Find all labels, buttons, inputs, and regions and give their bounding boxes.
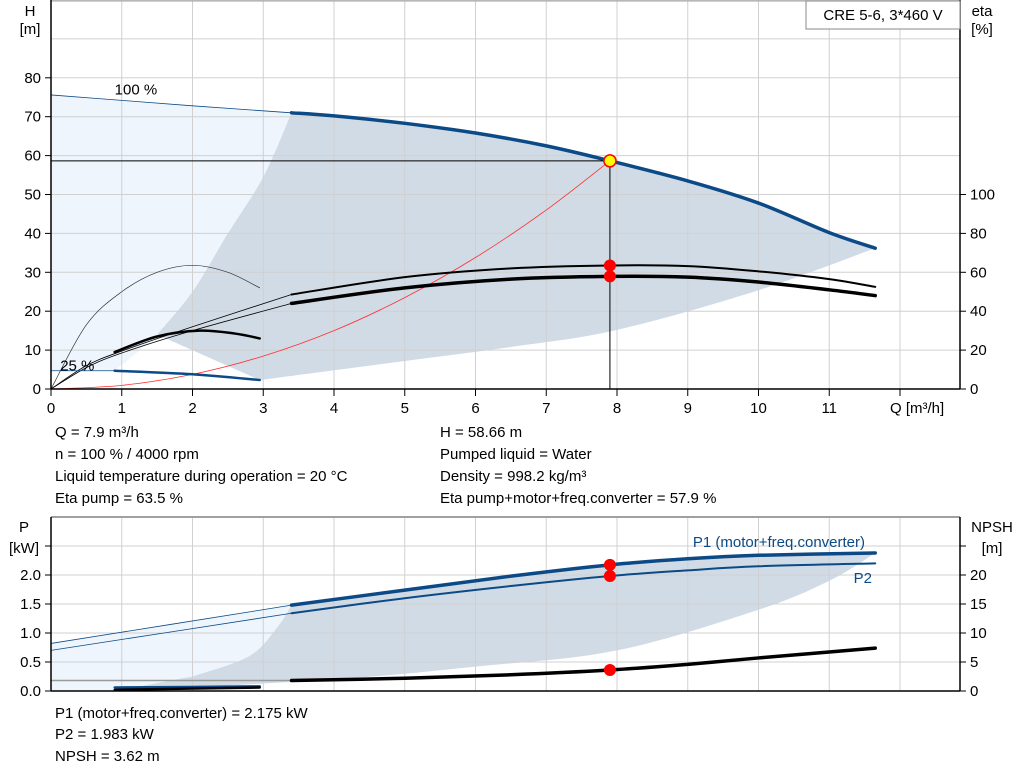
y-tick-label-left: 2.0 [20, 567, 41, 584]
x-tick-label: 8 [613, 400, 621, 417]
eta-duty-point [603, 259, 616, 272]
info-p1: P1 (motor+freq.converter) = 2.175 kW [55, 705, 308, 722]
y-tick-label-left: 80 [24, 70, 41, 87]
p1-thin-curve [50, 604, 292, 644]
x-tick-label: 7 [542, 400, 550, 417]
y-tick-label-right: 10 [970, 625, 987, 642]
eta-pump-curve [290, 264, 877, 296]
y-axis-label-left: P [19, 519, 29, 536]
p2-thin-curve [50, 612, 292, 651]
info-eta-total: Eta pump+motor+freq.converter = 57.9 % [440, 490, 717, 507]
y-axis-unit-right: [%] [971, 21, 993, 38]
y-axis-unit-left: [m] [20, 21, 41, 38]
x-tick-label: 1 [118, 400, 126, 417]
npsh-25-curve [113, 686, 261, 692]
x-tick-label: 2 [188, 400, 196, 417]
y-axis-label-right: eta [972, 3, 994, 20]
light-operating-area [51, 94, 292, 371]
x-tick-label: 4 [330, 400, 338, 417]
system-curve [50, 160, 611, 390]
info-speed: n = 100 % / 4000 rpm [55, 446, 199, 463]
eta-pump-25-curve [50, 264, 261, 390]
y-axis-label-right: NPSH [971, 519, 1013, 536]
x-tick-label: 6 [471, 400, 479, 417]
info-p2: P2 = 1.983 kW [55, 726, 154, 743]
p1-series-label: P1 (motor+freq.converter) [693, 534, 865, 551]
y-tick-label-left: 10 [24, 342, 41, 359]
y-tick-label-left: 1.5 [20, 596, 41, 613]
y-tick-label-left: 0.5 [20, 654, 41, 671]
duty-point [603, 154, 617, 168]
title-box [805, 0, 961, 30]
head-25-curve [113, 369, 261, 382]
x-tick-label: 3 [259, 400, 267, 417]
y-tick-label-left: 70 [24, 109, 41, 126]
info-eta-pump: Eta pump = 63.5 % [55, 490, 183, 507]
eta-duty-point [603, 270, 616, 283]
npsh-duty-point [603, 664, 616, 677]
y-tick-label-right: 15 [970, 596, 987, 613]
y-tick-label-left: 50 [24, 187, 41, 204]
y-tick-label-left: 60 [24, 148, 41, 165]
head-100-curve [289, 111, 877, 250]
x-tick-label: 9 [684, 400, 692, 417]
info-density: Density = 998.2 kg/m³ [440, 468, 587, 485]
speed-label: 25 % [60, 358, 94, 375]
y-tick-label-right: 100 [970, 187, 995, 204]
x-tick-label: 0 [47, 400, 55, 417]
y-tick-label-right: 20 [970, 342, 987, 359]
x-tick-label: 11 [821, 400, 837, 417]
p2-series-label: P2 [854, 570, 872, 587]
dark-operating-area [157, 112, 876, 381]
eta-total-25-curve [113, 329, 261, 354]
info-flow: Q = 7.9 m³/h [55, 424, 139, 441]
y-tick-label-left: 40 [24, 225, 41, 242]
y-tick-label-left: 30 [24, 264, 41, 281]
p1-duty-point [603, 558, 616, 571]
y-tick-label-left: 0.0 [20, 683, 41, 700]
y-tick-label-right: 20 [970, 567, 987, 584]
eta-total-curve [289, 274, 877, 306]
x-tick-label: 10 [750, 400, 767, 417]
y-tick-label-left: 1.0 [20, 625, 41, 642]
y-tick-label-right: 0 [970, 683, 978, 700]
info-npsh: NPSH = 3.62 m [55, 748, 160, 765]
p-25-curve [113, 685, 261, 689]
y-tick-label-right: 80 [970, 225, 987, 242]
info-head: H = 58.66 m [440, 424, 523, 441]
y-axis-label-left: H [25, 3, 36, 20]
y-tick-label-right: 40 [970, 303, 987, 320]
y-axis-unit-right: [m] [982, 540, 1003, 557]
speed-label: 100 % [115, 81, 158, 98]
dark-power-area [114, 552, 876, 691]
y-tick-label-left: 0 [33, 381, 41, 398]
x-axis-label: Q [m³/h] [890, 400, 944, 417]
light-power-area [51, 605, 292, 691]
y-tick-label-right: 0 [970, 381, 978, 398]
p2-duty-point [603, 569, 616, 582]
eta-total-thin-curve [50, 303, 292, 390]
x-tick-label: 5 [401, 400, 409, 417]
head-100-thin-curve [50, 94, 292, 114]
y-axis-unit-left: [kW] [9, 540, 39, 557]
y-tick-label-right: 60 [970, 264, 987, 281]
y-tick-label-left: 20 [24, 303, 41, 320]
info-temperature: Liquid temperature during operation = 20… [55, 468, 348, 485]
info-liquid: Pumped liquid = Water [440, 446, 592, 463]
y-tick-label-right: 5 [970, 654, 978, 671]
title-box-text: CRE 5-6, 3*460 V [823, 7, 942, 24]
